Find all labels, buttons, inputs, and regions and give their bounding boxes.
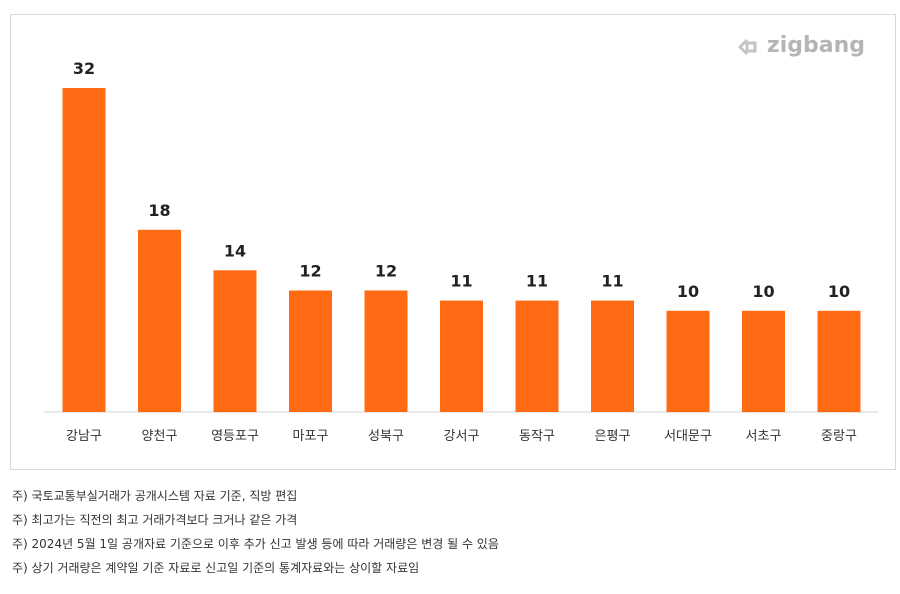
bar-9 [666,310,710,413]
bar-4 [289,290,332,412]
x-tick-label-6: 강서구 [444,429,480,444]
bar-5 [364,290,408,412]
data-label-7: 11 [526,272,548,291]
footnote-3: 주) 2024년 5월 1일 공개자료 기준으로 이후 추가 신고 발생 등에 … [12,537,499,551]
data-label-8: 11 [601,272,623,291]
x-tick-label-11: 중랑구 [821,429,857,444]
x-tick-label-1: 강남구 [66,429,102,444]
data-label-9: 10 [677,282,699,301]
data-label-3: 14 [224,241,246,260]
x-tick-label-10: 서초구 [746,429,782,444]
data-label-10: 10 [752,282,774,301]
data-label-6: 11 [450,272,472,291]
data-label-4: 12 [299,262,321,281]
bar-7 [515,300,559,412]
footnotes: 주) 국토교통부실거래가 공개시스템 자료 기준, 직방 편집 주) 최고가는 … [12,484,499,580]
bar-8 [591,300,634,412]
bar-3 [213,270,257,413]
data-label-5: 12 [375,262,397,281]
bar-10 [742,310,785,413]
x-tick-label-7: 동작구 [519,429,555,444]
bar-1 [62,88,106,412]
x-tick-label-8: 은평구 [595,429,631,444]
data-label-11: 10 [828,282,850,301]
footnote-1: 주) 국토교통부실거래가 공개시스템 자료 기준, 직방 편집 [12,489,298,503]
footnote-2: 주) 최고가는 직전의 최고 거래가격보다 크거나 같은 가격 [12,513,298,527]
x-tick-label-2: 양천구 [142,429,178,444]
bar-2 [138,229,181,413]
bars-group: 32 강남구 18 양천구 14 영등포구 12 마포구 12 성북구 11 강서구 11 동작구 11 은평… [62,59,861,444]
x-tick-label-4: 마포구 [293,429,329,444]
zigbang-logo-icon [735,35,761,57]
footnote-4: 주) 상기 거래량은 계약일 기준 자료로 신고일 기준의 통계자료와는 상이할… [12,561,420,575]
logo-text: zigbang [766,33,865,58]
bar-11 [817,310,861,413]
x-tick-label-5: 성북구 [368,429,404,444]
x-tick-label-9: 서대문구 [664,429,712,444]
x-tick-label-3: 영등포구 [211,429,259,444]
zigbang-logo: zigbang [735,33,865,58]
data-label-1: 32 [73,59,95,78]
bar-6 [440,300,483,412]
data-label-2: 18 [148,201,170,220]
